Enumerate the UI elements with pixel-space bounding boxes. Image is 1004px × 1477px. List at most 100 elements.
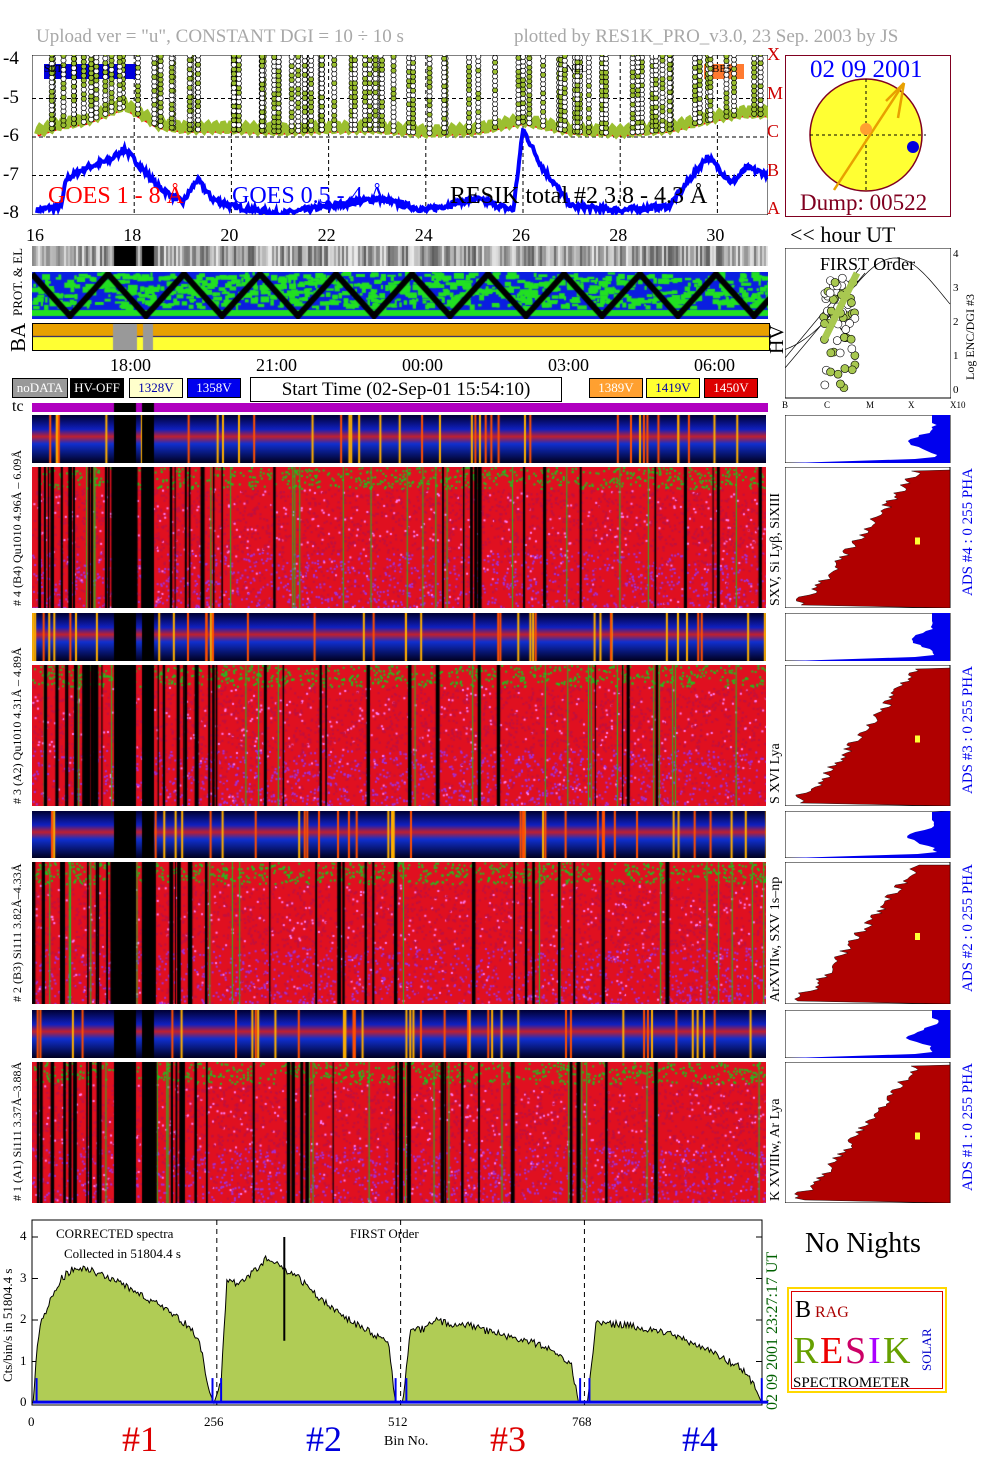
inset-point — [847, 344, 857, 354]
time-axis-label: 21:00 — [256, 355, 298, 375]
flare-class-label: X — [767, 44, 780, 64]
time-axis-label: 18:00 — [110, 355, 152, 375]
solar-disk — [809, 78, 926, 192]
inset-y-tick: 1 — [953, 350, 959, 362]
channel-lines-label: K XVIIIw, Ar Lya — [768, 1098, 783, 1201]
resik-point — [308, 55, 315, 60]
ads-spectrogram-3 — [32, 665, 766, 806]
svg-text:RAG: RAG — [815, 1304, 849, 1321]
ads-spectrogram-1 — [32, 1062, 766, 1203]
resik-point — [652, 55, 659, 60]
resik-point — [696, 55, 703, 61]
sun-center-marker — [860, 123, 872, 135]
dump-number: Dump: 00522 — [800, 190, 928, 215]
resik-point — [48, 55, 55, 58]
channel-wavelength-label: # 1 (A1) Si111 3.37Å–3.88Å — [10, 1061, 24, 1201]
inset-point — [850, 314, 860, 323]
channel-label-2: #2 — [306, 1419, 342, 1459]
resik-point — [271, 55, 278, 61]
resik-point — [351, 55, 358, 59]
ads-pha-label: ADS #4 : 0 255 PHA — [960, 468, 976, 596]
resik-point — [757, 55, 764, 57]
resik-point — [93, 55, 100, 61]
resik-point — [603, 55, 609, 57]
resik-point — [235, 55, 242, 59]
resik-point — [466, 55, 472, 61]
legend-goes-short: GOES 0.5 - 4 Å — [232, 183, 386, 209]
resik-logo-graphic: B RAG R E S I K SOLAR SPECTROMETER — [793, 1297, 934, 1391]
time-axis-label: 03:00 — [548, 355, 590, 375]
inset-point — [840, 364, 850, 373]
legend-goes-long: GOES 1 - 8 Å — [48, 183, 184, 209]
resik-point — [230, 55, 237, 59]
spectrum-y-tick: 4 — [20, 1228, 27, 1243]
svg-text:K: K — [883, 1330, 911, 1372]
pha-histogram-panel — [785, 415, 951, 463]
resik-point — [186, 55, 193, 59]
logo-spectrometer-text: SPECTROMETER — [793, 1375, 910, 1391]
inset-x-tick: B — [782, 400, 789, 410]
inset-point — [826, 367, 835, 377]
inset-ylabel: Log ENC/DGI #3 — [963, 294, 977, 380]
pha-spectrogram-4 — [32, 415, 766, 463]
channel-wavelength-label: # 4 (B4) Qu1010 4.96Å – 6.09Å — [10, 450, 24, 606]
flare-class-label: M — [767, 82, 784, 103]
hour-tick-label: 26 — [512, 225, 530, 245]
particle-gray-bar — [32, 246, 768, 266]
ads-spectrogram-2 — [32, 862, 766, 1004]
spectrum-x-tick: 256 — [204, 1414, 224, 1429]
y-tick-label: -6 — [3, 125, 19, 146]
resik-point — [516, 55, 521, 57]
resik-point — [561, 55, 568, 59]
spectrum-ylabel: Cts/bin/s in 51804.4 s — [0, 1268, 15, 1382]
channel-label-1: #1 — [122, 1419, 158, 1459]
spectrum-y-tick: 2 — [20, 1311, 27, 1326]
channel-label-3: #3 — [490, 1419, 526, 1459]
resik-point — [71, 55, 77, 58]
resik-point — [731, 55, 737, 59]
resik-point — [492, 55, 499, 61]
time-axis-label: 06:00 — [694, 355, 736, 375]
ads-marker — [915, 1132, 920, 1140]
inset-point — [835, 348, 845, 358]
inset-point — [847, 298, 856, 307]
spectrum-timestamp: 02 09 2001 23:27:17 UT — [764, 1251, 781, 1410]
pha-spectrogram-2 — [32, 811, 766, 858]
legend-box-1389v: 1389V — [589, 378, 643, 398]
inset-point — [832, 336, 842, 345]
pha-histogram-panel — [785, 613, 951, 661]
inset-point — [847, 365, 857, 375]
channel-lines-label: SXV, Si Lyβ, SiXIII — [768, 492, 783, 606]
resik-point — [259, 55, 266, 60]
pha-histogram — [785, 1010, 950, 1058]
svg-text:S: S — [845, 1330, 866, 1372]
legend-box-1358v: 1358V — [187, 378, 241, 398]
resik-point — [475, 55, 482, 60]
resik-point — [441, 55, 447, 57]
resik-point — [666, 55, 673, 59]
inset-point — [833, 369, 843, 379]
spectrum-y-tick: 3 — [20, 1269, 27, 1285]
proton-electron-band — [32, 272, 768, 319]
ads-marker — [915, 735, 920, 743]
spectrum-y-tick: 0 — [20, 1394, 27, 1409]
prot-el-label: PROT. & EL — [10, 247, 25, 316]
legend-box-nodata: noDATA — [12, 378, 68, 398]
resik-point — [169, 55, 175, 57]
y-tick-label: -5 — [3, 86, 19, 108]
no-nights-label: No Nights — [805, 1228, 921, 1259]
channel-wavelength-label: # 2 (B3) Si111 3.82Å–4.33Å — [10, 863, 24, 1002]
resik-point — [691, 55, 698, 62]
resik-point — [195, 55, 202, 59]
spectrum-annotation-collected: Collected in 51804.4 s — [64, 1246, 181, 1261]
resik-point — [362, 55, 369, 59]
tag-slt: SLT — [44, 63, 63, 75]
resik-point — [575, 55, 580, 56]
spectrum-x-tick: 0 — [28, 1414, 35, 1429]
channel-lines-label: S XVI Lya — [768, 743, 783, 804]
ads-histogram — [796, 469, 951, 608]
satellite-position-marker — [907, 141, 919, 153]
svg-text:B: B — [795, 1297, 811, 1323]
hour-ut-label: << hour UT — [790, 222, 896, 247]
resik-point — [80, 55, 87, 61]
